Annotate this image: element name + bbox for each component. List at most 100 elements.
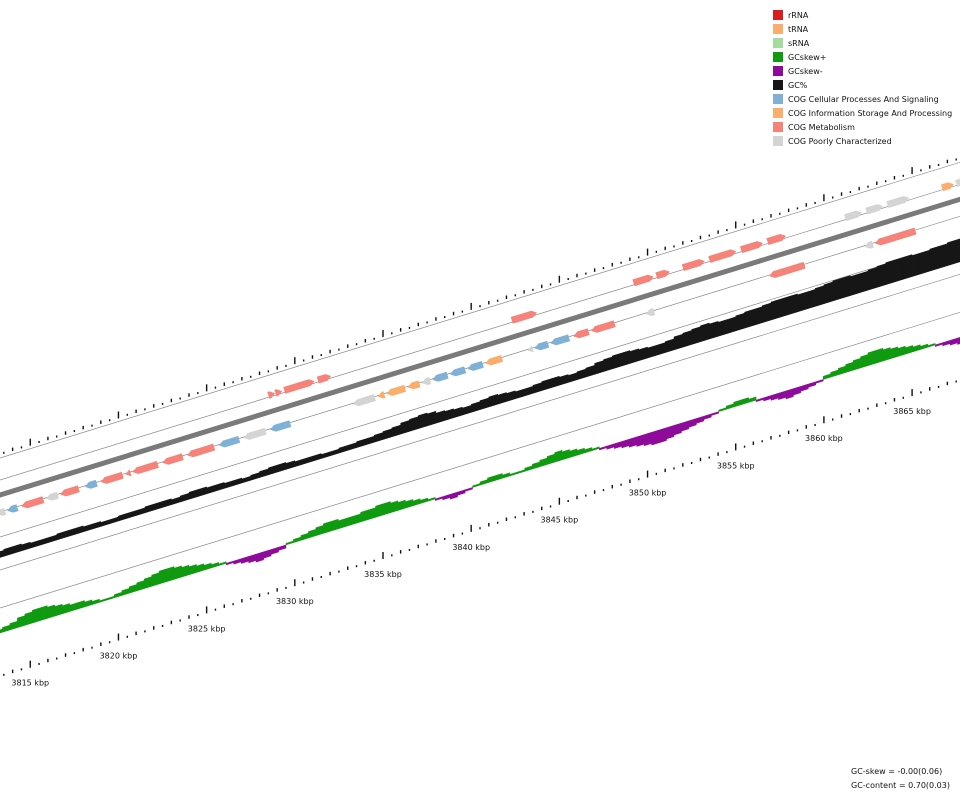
gc-skew-bar bbox=[233, 558, 242, 565]
gc-content-bar bbox=[382, 428, 393, 440]
gc-skew-bar bbox=[845, 361, 854, 373]
gene-arrow bbox=[766, 234, 787, 245]
gc-skew-bar bbox=[352, 513, 361, 525]
gene-arrow bbox=[386, 384, 407, 396]
gene-arrow bbox=[655, 269, 670, 280]
track-line bbox=[0, 273, 960, 571]
gene-shape bbox=[0, 508, 7, 516]
gc-skew-bar bbox=[405, 499, 414, 509]
legend-swatch bbox=[773, 52, 783, 62]
gc-skew-bar bbox=[106, 595, 115, 601]
forward-strand-genes bbox=[267, 178, 960, 399]
genome-backbone bbox=[0, 196, 960, 498]
gc-content-bar bbox=[876, 263, 886, 288]
kbp-label: 3865 kbp bbox=[893, 407, 931, 416]
gene-arrow bbox=[739, 241, 763, 254]
gc-content-bar bbox=[779, 296, 789, 318]
gene-shape bbox=[632, 274, 654, 287]
gc-content-bar bbox=[629, 348, 639, 364]
gc-content-bar bbox=[21, 541, 31, 552]
gc-skew-bar bbox=[278, 544, 287, 551]
gc-content-bar bbox=[303, 455, 313, 465]
gc-content-bar bbox=[885, 259, 895, 286]
gene-shape bbox=[316, 374, 332, 384]
legend-label: COG Poorly Characterized bbox=[788, 136, 892, 146]
legend-swatch bbox=[773, 122, 783, 132]
gc-content-bar bbox=[82, 523, 93, 533]
gc-content-bar bbox=[179, 492, 190, 503]
gc-skew-bar bbox=[449, 491, 458, 500]
gc-skew-bar bbox=[531, 461, 540, 470]
gc-content-bar bbox=[135, 507, 146, 516]
gene-arrow bbox=[844, 210, 862, 222]
gene-arrow bbox=[708, 249, 737, 263]
gc-content-bar bbox=[823, 281, 833, 305]
gene-arrow bbox=[187, 443, 216, 458]
gc-skew-bar bbox=[614, 441, 623, 449]
gc-content-bar bbox=[400, 420, 410, 435]
gc-skew-bar bbox=[785, 388, 794, 400]
kbp-label: 3845 kbp bbox=[541, 516, 579, 525]
gene-arrow bbox=[21, 496, 45, 509]
gc-skew-bar bbox=[681, 420, 690, 432]
gc-skew-bar bbox=[748, 396, 757, 403]
gc-content-bar bbox=[91, 521, 102, 530]
gene-arrow bbox=[573, 328, 590, 339]
gc-skew-bar bbox=[211, 562, 220, 569]
gene-shape bbox=[274, 389, 283, 397]
reverse-strand-genes bbox=[0, 227, 917, 516]
track-line bbox=[0, 161, 960, 459]
gc-skew-bar bbox=[129, 584, 138, 594]
gc-skew-bar bbox=[46, 604, 55, 619]
gc-skew-bar bbox=[711, 411, 720, 416]
gc-content-bar bbox=[338, 445, 348, 454]
gc-skew-bar bbox=[472, 483, 481, 488]
gene-shape bbox=[353, 394, 376, 407]
gc-skew-bar bbox=[942, 340, 951, 347]
gc-skew-bar bbox=[718, 407, 727, 412]
gc-content-bar bbox=[506, 390, 516, 402]
gc-skew-bar bbox=[188, 564, 197, 576]
gene-shape bbox=[864, 240, 874, 249]
legend-label: COG Metabolism bbox=[788, 122, 855, 132]
gc-skew-bar bbox=[143, 576, 152, 589]
stats-panel: GC-skew = -0.00(0.06) GC-content = 0.70(… bbox=[851, 765, 950, 793]
legend-swatch bbox=[773, 10, 783, 20]
gc-skew-bar bbox=[69, 602, 78, 612]
gc-content-bar bbox=[726, 316, 736, 334]
gene-arrow bbox=[316, 374, 332, 384]
gc-content-bar bbox=[523, 386, 534, 397]
gc-skew-bar bbox=[263, 549, 272, 559]
gc-content-bar bbox=[294, 458, 304, 468]
gc-content-bar bbox=[409, 416, 419, 432]
gc-skew-bar bbox=[427, 497, 436, 502]
gene-arrow bbox=[0, 508, 7, 516]
gc-skew-bar bbox=[599, 445, 608, 451]
gc-skew-bar bbox=[91, 598, 100, 606]
gc-content-bar bbox=[232, 477, 243, 487]
gc-content-bar bbox=[224, 480, 234, 489]
legend-swatch bbox=[773, 136, 783, 146]
gc-skew-bar bbox=[9, 620, 18, 631]
gc-skew-bar bbox=[457, 489, 466, 496]
gc-skew-bar bbox=[84, 599, 93, 608]
gc-skew-bar bbox=[434, 496, 443, 501]
gc-skew-bar bbox=[494, 473, 503, 481]
gc-skew-bar bbox=[0, 628, 3, 634]
gc-skew-bar bbox=[524, 465, 533, 472]
gc-skew-bar bbox=[382, 501, 391, 516]
bottom-kbp-axis: 3815 kbp 3820 kbp 3825 kbp 3830 kbp 3835 kbp… bbox=[3, 380, 957, 688]
gene-shape bbox=[865, 204, 884, 215]
gc-skew-bar bbox=[464, 487, 473, 492]
gc-content-bar bbox=[603, 356, 613, 372]
gene-arrow bbox=[421, 377, 432, 385]
gc-skew-bar bbox=[621, 438, 630, 449]
legend-item-cog-metabolism: COG Metabolism bbox=[773, 120, 952, 134]
gc-skew-bar bbox=[151, 572, 160, 587]
legend-swatch bbox=[773, 38, 783, 48]
gc-content-bar bbox=[365, 435, 375, 446]
legend-label: COG Cellular Processes And Signaling bbox=[788, 94, 939, 104]
kbp-label: 3815 kbp bbox=[11, 679, 49, 688]
gc-skew-bar bbox=[815, 379, 824, 384]
